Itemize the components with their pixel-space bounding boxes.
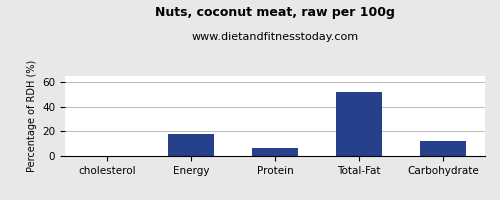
Bar (252, 148, 298, 156)
Text: Nuts, coconut meat, raw per 100g: Nuts, coconut meat, raw per 100g (155, 6, 395, 19)
Text: www.dietandfitnesstoday.com: www.dietandfitnesstoday.com (192, 32, 358, 42)
Y-axis label: Percentage of RDH (%): Percentage of RDH (%) (26, 60, 36, 172)
Bar (420, 141, 466, 156)
Bar (336, 92, 382, 156)
Bar (168, 134, 214, 156)
